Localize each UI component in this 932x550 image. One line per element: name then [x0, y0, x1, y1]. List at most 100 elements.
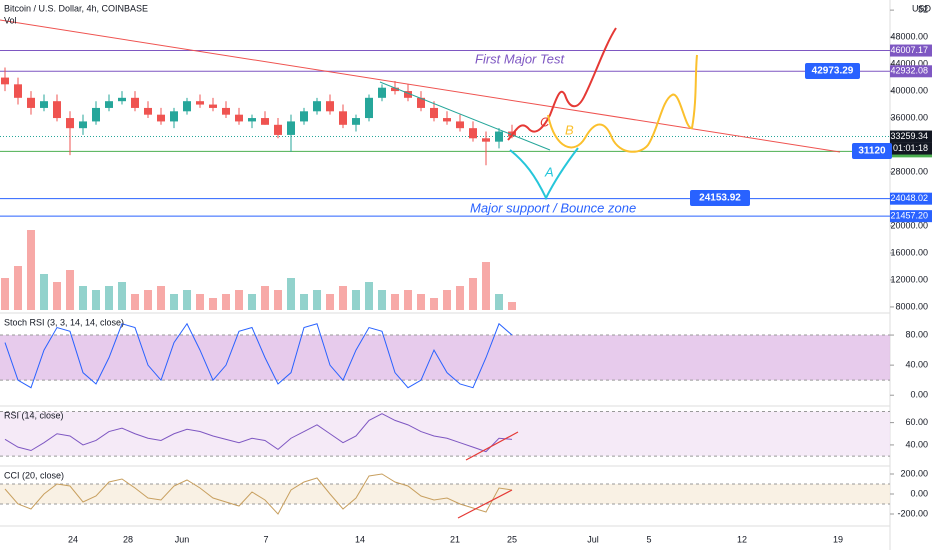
volume-bar	[66, 270, 74, 310]
candle-body	[79, 121, 87, 129]
volume-bar	[14, 266, 22, 310]
candle-body	[157, 114, 165, 122]
x-tick-label: Jul	[587, 534, 599, 544]
volume-bar	[482, 262, 490, 310]
candle-body	[430, 107, 438, 119]
callout-box	[852, 142, 892, 159]
y-tick-label: 200.00	[900, 468, 928, 478]
price-label: 24048.02	[890, 193, 928, 203]
callout-label: 42973.29	[812, 66, 854, 77]
x-tick-label: 21	[450, 534, 460, 544]
volume-bar	[339, 286, 347, 310]
y-tick-label: 44000.00	[890, 58, 928, 68]
annotation: A	[544, 164, 554, 179]
annotation: B	[565, 122, 574, 137]
indicator-band	[0, 484, 890, 504]
candle-body	[391, 87, 399, 92]
y-tick-label: 80.00	[905, 329, 928, 339]
indicator-line	[4, 413, 513, 453]
volume-bar	[469, 278, 477, 310]
volume-bar	[508, 302, 516, 310]
price-label-box	[890, 44, 932, 57]
trend-line	[0, 19, 841, 153]
candle-body	[443, 118, 451, 122]
drawn-line	[465, 431, 519, 461]
x-tick-label: Jun	[175, 534, 190, 544]
y-tick-label: 16000.00	[890, 247, 928, 257]
indicator-line	[4, 322, 513, 389]
indicator-line	[4, 473, 513, 515]
price-label-box	[890, 192, 932, 205]
indicator-band	[0, 411, 890, 457]
x-tick-label: 12	[737, 534, 747, 544]
candle-body	[27, 97, 35, 108]
candle-body	[417, 97, 425, 108]
price-label-box	[890, 210, 932, 223]
annotation: Major support / Bounce zone	[470, 200, 636, 215]
volume-bar	[365, 282, 373, 310]
volume-bar	[248, 294, 256, 310]
candle-body	[209, 104, 217, 108]
indicator-band	[0, 335, 890, 381]
y-tick-label: 12000.00	[890, 274, 928, 284]
y-tick-label: 28000.00	[890, 166, 928, 176]
volume-bar	[378, 290, 386, 310]
callout-label: 24153.92	[699, 193, 741, 204]
price-label-box	[890, 130, 932, 143]
indicator-name: CCI (20, close)	[4, 470, 64, 480]
candle-body	[1, 77, 9, 85]
candle-body	[469, 128, 477, 139]
candle-body	[40, 101, 48, 108]
volume-bar	[170, 294, 178, 310]
y-tick-label: 20000.00	[890, 220, 928, 230]
volume-bar	[40, 274, 48, 310]
x-tick-label: 14	[355, 534, 365, 544]
volume-bar	[1, 278, 9, 310]
candle-body	[482, 138, 490, 142]
y-tick-label: 48000.00	[890, 31, 928, 41]
y-tick-label: 36000.00	[890, 112, 928, 122]
volume-bar	[131, 294, 139, 310]
volume-bar	[183, 290, 191, 310]
price-label-box	[890, 65, 932, 78]
candle-body	[300, 111, 308, 122]
x-tick-label: 7	[263, 534, 268, 544]
candle-body	[248, 118, 256, 122]
candle-body	[131, 97, 139, 108]
candle-body	[53, 101, 61, 119]
candle-body	[313, 101, 321, 112]
candle-body	[261, 118, 269, 125]
candle-body	[456, 121, 464, 129]
candle-body	[170, 111, 178, 122]
plot: 5248000.0044000.0040000.0036000.0028000.…	[0, 4, 932, 544]
candle-body	[183, 101, 191, 112]
price-label: 21457.20	[890, 211, 928, 221]
countdown: 01:01:18	[893, 143, 928, 153]
trend-line	[379, 81, 551, 151]
callout-box	[690, 189, 750, 206]
drawn-path	[509, 147, 579, 201]
volume-bar	[274, 290, 282, 310]
countdown-box	[890, 142, 932, 155]
price-label: 46007.17	[890, 45, 928, 55]
candle-body	[378, 87, 386, 98]
x-tick-label: 28	[123, 534, 133, 544]
x-tick-label: 24	[68, 534, 78, 544]
candle-body	[495, 131, 503, 142]
volume-bar	[92, 290, 100, 310]
volume-bar	[495, 294, 503, 310]
volume-bar	[144, 290, 152, 310]
volume-bar	[53, 282, 61, 310]
volume-bar	[287, 278, 295, 310]
candle-body	[339, 111, 347, 125]
volume-label: Vol	[4, 15, 17, 25]
currency: USD	[912, 3, 932, 13]
candle-body	[326, 101, 334, 112]
candle-body	[235, 114, 243, 122]
volume-bar	[456, 286, 464, 310]
x-tick-label: 25	[507, 534, 517, 544]
y-tick-label: 52	[918, 4, 928, 14]
volume-bar	[27, 230, 35, 310]
